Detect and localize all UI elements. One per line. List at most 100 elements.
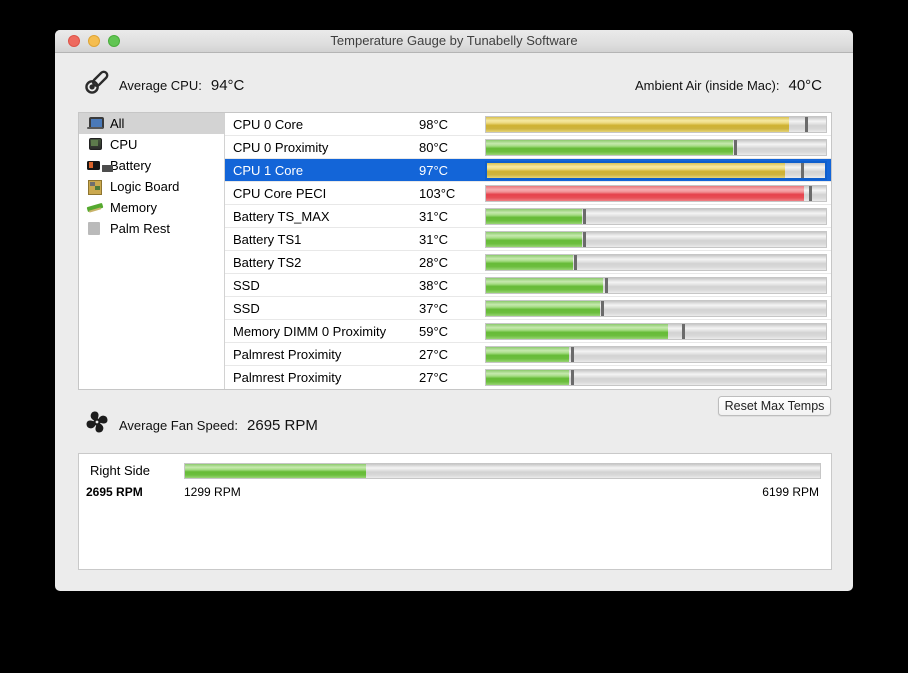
sensor-temperature: 103°C [419, 185, 456, 201]
sensor-name: CPU 0 Core [233, 116, 304, 132]
sensor-name: Battery TS_MAX [233, 208, 330, 224]
max-temp-marker-icon [734, 139, 738, 155]
sensor-name: SSD [233, 300, 260, 316]
sensor-row[interactable]: SSD 37°C [225, 297, 831, 320]
temperature-fill [486, 231, 582, 247]
sidebar-item-battery[interactable]: Battery [79, 155, 224, 176]
sensor-name: Palmrest Proximity [233, 370, 342, 385]
sensor-row[interactable]: Memory DIMM 0 Proximity 59°C [225, 320, 831, 343]
category-sidebar: All CPU Battery Logic Board Memory Palm … [79, 113, 225, 389]
reset-max-temps-button[interactable]: Reset Max Temps [718, 396, 831, 416]
sensor-row[interactable]: Palmrest Proximity 27°C [225, 343, 831, 366]
max-temp-marker-icon [801, 162, 805, 178]
temperature-fill [486, 346, 570, 362]
sensor-temperature: 27°C [419, 370, 449, 385]
sensor-name: Battery TS2 [233, 254, 302, 270]
temperature-gauge [485, 322, 827, 340]
sidebar-item-cpu[interactable]: CPU [79, 134, 224, 155]
traffic-lights [68, 35, 120, 47]
sensor-name: CPU 1 Core [233, 162, 304, 178]
fan-panel: Right Side 2695 RPM 1299 RPM 6199 RPM [78, 453, 832, 570]
temperature-fill [486, 277, 604, 293]
sidebar-item-palm-rest[interactable]: Palm Rest [79, 218, 224, 239]
max-temp-marker-icon [601, 300, 605, 316]
sidebar-item-label: Memory [110, 200, 157, 215]
sensor-table: All CPU Battery Logic Board Memory Palm … [78, 112, 832, 390]
fan-speed-gauge [184, 463, 821, 479]
zoom-button[interactable] [108, 35, 120, 47]
fan-max-rpm: 6199 RPM [762, 485, 819, 499]
ambient-air-value: 40°C [788, 76, 822, 94]
sidebar-item-label: All [110, 116, 125, 131]
average-fan-speed-label: Average Fan Speed: [119, 417, 239, 433]
average-cpu-value: 94°C [210, 76, 245, 94]
temperature-gauge [485, 276, 827, 294]
ambient-air-label: Ambient Air (inside Mac): [634, 77, 780, 93]
laptop-icon [87, 116, 104, 131]
max-temp-marker-icon [573, 254, 577, 270]
sensor-row[interactable]: CPU 0 Proximity 80°C [225, 136, 831, 159]
sensor-name: CPU 0 Proximity [233, 139, 329, 155]
sensor-temperature: 31°C [419, 208, 449, 224]
memory-icon [87, 201, 104, 215]
sensor-row[interactable]: SSD 38°C [225, 274, 831, 297]
sensor-temperature: 98°C [419, 116, 449, 132]
fan-icon [86, 411, 108, 433]
sensor-row[interactable]: Palmrest Proximity 27°C [225, 366, 831, 389]
sidebar-item-all[interactable]: All [79, 113, 224, 134]
sensor-temperature: 38°C [419, 277, 449, 293]
sensor-row[interactable]: Battery TS2 28°C [225, 251, 831, 274]
sidebar-item-label: Palm Rest [110, 221, 170, 236]
sensor-row[interactable]: CPU 1 Core 97°C [225, 159, 831, 182]
sidebar-item-memory[interactable]: Memory [79, 197, 224, 218]
sidebar-item-label: CPU [110, 137, 138, 152]
temperature-fill [486, 116, 789, 132]
max-temp-marker-icon [681, 323, 685, 339]
fan-speed-fill [185, 464, 366, 478]
temperature-fill [486, 370, 570, 385]
window-title: Temperature Gauge by Tunabelly Software [330, 33, 578, 48]
close-button[interactable] [68, 35, 80, 47]
temperature-gauge [485, 253, 827, 271]
app-window: Temperature Gauge by Tunabelly Software … [55, 30, 853, 591]
average-cpu-label: Average CPU: [119, 77, 202, 93]
sensor-temperature: 28°C [419, 254, 449, 270]
average-fan-speed-value: 2695 RPM [247, 416, 318, 434]
sensor-list: CPU 0 Core 98°C CPU 0 Proximity 80°C CPU… [225, 113, 831, 389]
temperature-fill [486, 323, 669, 339]
minimize-button[interactable] [88, 35, 100, 47]
max-temp-marker-icon [808, 185, 812, 201]
logic-board-icon [87, 179, 104, 195]
temperature-fill [486, 254, 573, 270]
sidebar-item-label: Logic Board [110, 179, 180, 194]
max-temp-marker-icon [570, 346, 574, 362]
sensor-name: Memory DIMM 0 Proximity [233, 323, 387, 339]
temperature-gauge [485, 207, 827, 225]
sensor-row[interactable]: Battery TS_MAX 31°C [225, 205, 831, 228]
sensor-row[interactable]: CPU 0 Core 98°C [225, 113, 831, 136]
sensor-row[interactable]: Battery TS1 31°C [225, 228, 831, 251]
temperature-gauge [485, 160, 827, 180]
fan-name: Right Side [90, 463, 150, 478]
temperature-gauge [485, 115, 827, 133]
thermometer-icon [85, 70, 109, 94]
title-bar[interactable]: Temperature Gauge by Tunabelly Software [55, 30, 853, 53]
temperature-gauge [485, 184, 827, 202]
sensor-row[interactable]: CPU Core PECI 103°C [225, 182, 831, 205]
sensor-name: Battery TS1 [233, 231, 302, 247]
sensor-temperature: 37°C [419, 300, 449, 316]
temperature-gauge [485, 369, 827, 386]
battery-icon [87, 159, 104, 173]
sidebar-item-logic-board[interactable]: Logic Board [79, 176, 224, 197]
sidebar-item-label: Battery [110, 158, 152, 173]
max-temp-marker-icon [805, 116, 809, 132]
sensor-temperature: 97°C [419, 162, 449, 178]
fan-current-rpm: 2695 RPM [86, 485, 143, 499]
palm-rest-icon [87, 221, 104, 236]
cpu-icon [87, 137, 104, 152]
fan-min-rpm: 1299 RPM [184, 485, 241, 499]
sensor-temperature: 59°C [419, 323, 449, 339]
sensor-name: Palmrest Proximity [233, 346, 342, 362]
max-temp-marker-icon [582, 208, 586, 224]
sensor-temperature: 31°C [419, 231, 449, 247]
